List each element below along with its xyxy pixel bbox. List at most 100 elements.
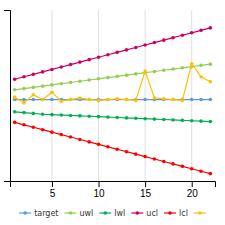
series-line: [15, 64, 211, 90]
series-point: [13, 88, 17, 92]
series-point: [41, 98, 45, 102]
marks: [13, 26, 212, 175]
series-point: [97, 143, 101, 147]
series-point: [181, 119, 185, 123]
series-point: [143, 117, 147, 121]
series-point: [69, 98, 73, 102]
series-point: [59, 113, 63, 117]
series-point: [78, 60, 82, 64]
x-tick: 20: [187, 181, 199, 199]
series-point: [171, 98, 175, 102]
legend-label: target: [34, 209, 58, 218]
series-point: [31, 98, 35, 102]
series-point: [78, 79, 82, 83]
series-point: [134, 99, 138, 103]
series-point: [190, 167, 194, 171]
series-point: [78, 138, 82, 142]
series-point: [162, 98, 166, 102]
x-tick-label: 5: [50, 188, 56, 199]
series-point: [134, 46, 138, 50]
series-point: [115, 147, 119, 151]
series-point: [115, 98, 119, 102]
series-point: [106, 98, 110, 102]
legend-item: target: [19, 209, 58, 218]
series-point: [97, 99, 101, 103]
series-point: [97, 55, 101, 59]
series-point: [171, 162, 175, 166]
series-point: [31, 86, 35, 90]
series-point: [209, 172, 213, 176]
series-point: [171, 98, 175, 102]
series-point: [199, 169, 203, 173]
series-point: [209, 80, 213, 84]
series-point: [134, 117, 138, 121]
series-point: [181, 33, 185, 37]
series-point: [209, 98, 213, 102]
series-point: [162, 118, 166, 122]
series-point: [59, 133, 63, 137]
series-point: [199, 75, 203, 79]
series-point: [13, 77, 17, 81]
series-point: [106, 53, 110, 57]
series-point: [199, 98, 203, 102]
series-line: [15, 112, 211, 122]
series-point: [125, 98, 129, 102]
legend-swatch-marker: [23, 211, 27, 215]
series-point: [143, 69, 147, 73]
series-point: [153, 117, 157, 121]
series-point: [181, 165, 185, 169]
series-point: [13, 95, 17, 99]
legend-item: [194, 211, 206, 215]
series-point: [87, 58, 91, 62]
legend: targetuwllwlucllcl: [19, 209, 206, 218]
x-tick-label: 20: [187, 188, 199, 199]
series-point: [87, 98, 91, 102]
series-point: [50, 113, 54, 117]
legend-item: lcl: [164, 209, 188, 218]
y-axis-line: [4, 11, 11, 182]
series-point: [106, 145, 110, 149]
series-point: [199, 29, 203, 33]
series-point: [87, 114, 91, 118]
grid-line: [191, 10, 192, 181]
series-point: [153, 41, 157, 45]
plot: 5101520: [4, 10, 216, 199]
series: [13, 62, 212, 91]
series-point: [143, 43, 147, 47]
series-point: [87, 78, 91, 82]
series-point: [106, 76, 110, 80]
series-point: [31, 112, 35, 116]
series-point: [69, 81, 73, 85]
series-point: [190, 62, 194, 66]
series-point: [87, 98, 91, 102]
series-point: [143, 155, 147, 159]
series-point: [115, 75, 119, 79]
series-point: [153, 96, 157, 100]
series-line: [15, 28, 211, 79]
series-point: [181, 99, 185, 103]
series-point: [199, 119, 203, 123]
series-point: [69, 98, 73, 102]
series-point: [41, 84, 45, 88]
x-tick-mark: [52, 181, 53, 187]
series-point: [125, 150, 129, 154]
series-point: [162, 97, 166, 101]
x-tick: 5: [50, 181, 56, 199]
series-point: [115, 51, 119, 55]
series-point: [190, 119, 194, 123]
series-line: [15, 122, 211, 173]
series-point: [41, 98, 45, 102]
series-point: [209, 26, 213, 30]
legend-label: ucl: [146, 209, 158, 218]
series-point: [13, 110, 17, 114]
series-point: [134, 72, 138, 76]
series-point: [134, 152, 138, 156]
x-tick-mark: [192, 181, 193, 187]
series-point: [78, 114, 82, 118]
series-point: [171, 36, 175, 40]
legend-label: lwl: [114, 209, 125, 218]
legend-item: lwl: [99, 209, 125, 218]
series-point: [106, 98, 110, 102]
series-point: [22, 111, 26, 115]
series-point: [22, 123, 26, 127]
